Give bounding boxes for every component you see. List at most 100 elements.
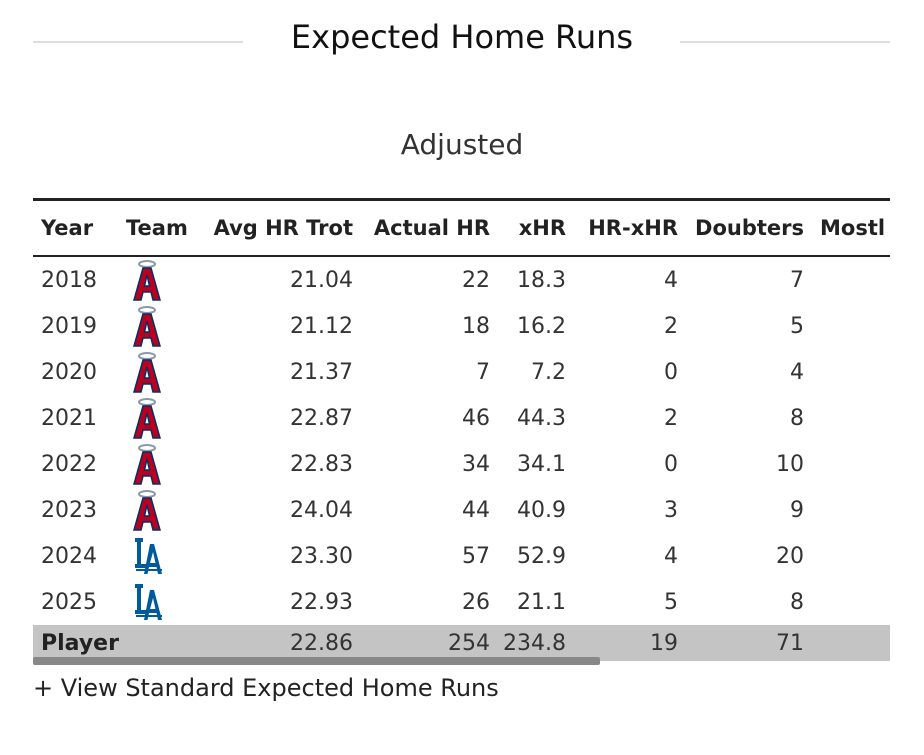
cell: 2025 bbox=[41, 589, 97, 615]
cell: 234.8 bbox=[498, 625, 574, 661]
header-row: Year Team Avg HR Trot Actual HR xHR HR-x… bbox=[33, 199, 890, 256]
table-footer: Player 22.86 254 234.8 19 71 bbox=[33, 625, 890, 661]
cell: 7.2 bbox=[531, 359, 566, 385]
cell: 8 bbox=[790, 589, 804, 615]
team-logo bbox=[134, 537, 163, 575]
column-header: xHR bbox=[518, 216, 566, 240]
cell: 20 bbox=[776, 543, 804, 569]
cell: 254 bbox=[361, 625, 498, 661]
cell: 21.1 bbox=[517, 589, 566, 615]
team-cell bbox=[118, 533, 200, 579]
cell: 7 bbox=[790, 267, 804, 293]
column-header: Avg HR Trot bbox=[213, 216, 353, 240]
cell: 4 bbox=[790, 359, 804, 385]
team-cell bbox=[118, 349, 200, 395]
table-row: 2024 23.30 57 52.9 4 20 bbox=[33, 533, 890, 579]
cell bbox=[812, 303, 890, 349]
cell: 21.04 bbox=[290, 267, 353, 293]
cell: 0 bbox=[664, 359, 678, 385]
team-cell bbox=[118, 395, 200, 441]
cell: 22.93 bbox=[290, 589, 353, 615]
cell: 21.37 bbox=[290, 359, 353, 385]
cell: 19 bbox=[574, 625, 686, 661]
team-cell bbox=[118, 303, 200, 349]
cell: 2019 bbox=[41, 313, 97, 339]
cell: 22 bbox=[462, 267, 490, 293]
team-cell bbox=[118, 256, 200, 303]
cell: 71 bbox=[686, 625, 812, 661]
cell: 9 bbox=[790, 497, 804, 523]
table-row: 2019 21.12 18 16.2 2 5 bbox=[33, 303, 890, 349]
cell: 18.3 bbox=[517, 267, 566, 293]
team-logo bbox=[133, 490, 161, 531]
cell: 23.30 bbox=[290, 543, 353, 569]
cell bbox=[812, 533, 890, 579]
cell: 46 bbox=[462, 405, 490, 431]
cell bbox=[812, 395, 890, 441]
team-logo bbox=[133, 260, 161, 301]
cell: 34.1 bbox=[517, 451, 566, 477]
player-row: Player 22.86 254 234.8 19 71 bbox=[33, 625, 890, 661]
team-cell bbox=[118, 579, 200, 625]
cell: 22.87 bbox=[290, 405, 353, 431]
team-logo bbox=[134, 583, 163, 621]
column-header: HR-xHR bbox=[588, 216, 678, 240]
cell bbox=[812, 487, 890, 533]
team-cell bbox=[118, 441, 200, 487]
cell bbox=[812, 441, 890, 487]
cell: 2 bbox=[664, 313, 678, 339]
cell: 26 bbox=[462, 589, 490, 615]
table-row: 2023 24.04 44 40.9 3 9 bbox=[33, 487, 890, 533]
cell bbox=[118, 625, 200, 661]
table-row: 2021 22.87 46 44.3 2 8 bbox=[33, 395, 890, 441]
column-header: Team bbox=[126, 216, 188, 240]
title-rule bbox=[33, 41, 243, 43]
table-header: Year Team Avg HR Trot Actual HR xHR HR-x… bbox=[33, 199, 890, 256]
cell: 0 bbox=[664, 451, 678, 477]
cell: 4 bbox=[664, 267, 678, 293]
cell bbox=[812, 256, 890, 303]
cell: 2018 bbox=[41, 267, 97, 293]
cell: 4 bbox=[664, 543, 678, 569]
cell: 52.9 bbox=[517, 543, 566, 569]
column-header: Mostl bbox=[820, 216, 886, 240]
cell: 3 bbox=[664, 497, 678, 523]
cell: 10 bbox=[776, 451, 804, 477]
cell bbox=[812, 625, 890, 661]
table-row: 2025 22.93 26 21.1 5 8 bbox=[33, 579, 890, 625]
table-subtitle: Adjusted bbox=[400, 128, 524, 161]
cell: 16.2 bbox=[517, 313, 566, 339]
cell: 2021 bbox=[41, 405, 97, 431]
scrollbar[interactable] bbox=[33, 657, 600, 665]
table-viewport: Year Team Avg HR Trot Actual HR xHR HR-x… bbox=[33, 198, 890, 661]
cell: 44.3 bbox=[517, 405, 566, 431]
team-logo bbox=[133, 444, 161, 485]
view-standard-link[interactable]: + View Standard Expected Home Runs bbox=[33, 674, 499, 702]
cell: 21.12 bbox=[290, 313, 353, 339]
column-header: Doubters bbox=[695, 216, 804, 240]
table-row: 2018 21.04 22 18.3 4 7 bbox=[33, 256, 890, 303]
cell: 22.86 bbox=[200, 625, 361, 661]
cell: 22.83 bbox=[290, 451, 353, 477]
team-logo bbox=[133, 352, 161, 393]
cell: 5 bbox=[664, 589, 678, 615]
column-header: Actual HR bbox=[373, 216, 490, 240]
column-header: Year bbox=[41, 216, 94, 240]
cell: 5 bbox=[790, 313, 804, 339]
table-row: 2022 22.83 34 34.1 0 10 bbox=[33, 441, 890, 487]
table-body: 2018 21.04 22 18.3 4 7 2019 21.12 18 16.2 2 5 2020 21… bbox=[33, 256, 890, 625]
cell: 44 bbox=[462, 497, 490, 523]
title-rule bbox=[680, 41, 890, 43]
table-row: 2020 21.37 7 7.2 0 4 bbox=[33, 349, 890, 395]
cell: 2023 bbox=[41, 497, 97, 523]
cell: 7 bbox=[476, 359, 490, 385]
expected-hr-table: Year Team Avg HR Trot Actual HR xHR HR-x… bbox=[33, 198, 890, 661]
footer-label: Player bbox=[33, 625, 119, 661]
cell: 24.04 bbox=[290, 497, 353, 523]
cell: 8 bbox=[790, 405, 804, 431]
cell: 2020 bbox=[41, 359, 97, 385]
cell bbox=[812, 349, 890, 395]
cell: 40.9 bbox=[517, 497, 566, 523]
section-title: Expected Home Runs bbox=[290, 18, 634, 56]
cell: 34 bbox=[462, 451, 490, 477]
